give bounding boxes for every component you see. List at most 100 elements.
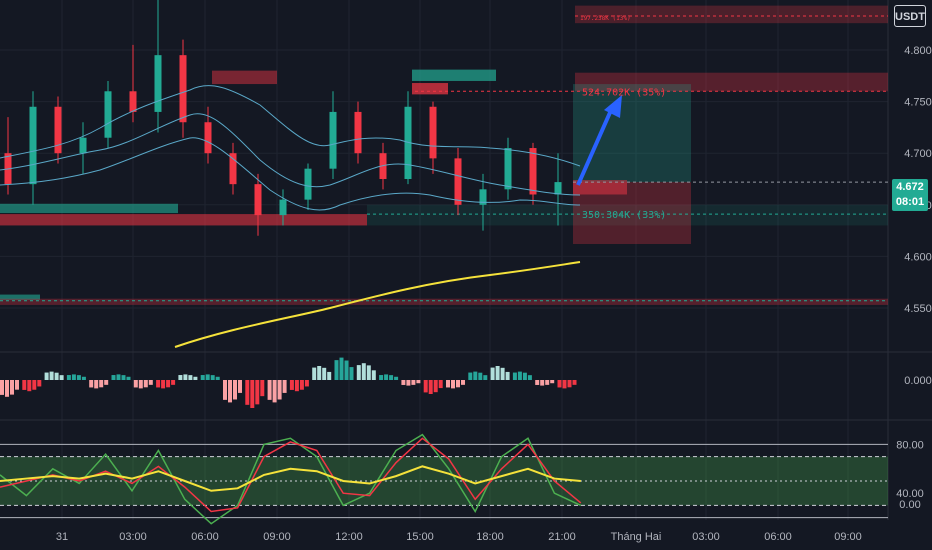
hist-bar (512, 372, 517, 380)
candle-body (529, 148, 537, 195)
hist-bar (188, 375, 193, 380)
top-supply-zone (575, 5, 888, 24)
hist-bar (500, 367, 505, 380)
candle-body (554, 182, 562, 195)
hist-bar (379, 375, 384, 380)
candle-body (154, 55, 162, 112)
hist-bar (5, 380, 9, 397)
hist-bar (473, 371, 478, 380)
lower-band (0, 137, 581, 211)
osc-band (0, 456, 888, 506)
hist-bar (59, 375, 64, 380)
candle-body (79, 137, 87, 154)
y-tick-label: 4.550 (904, 303, 932, 315)
hist-bar (478, 372, 483, 380)
hist-bar (121, 375, 126, 380)
x-tick-label: 18:00 (476, 531, 504, 543)
hist-bar (317, 366, 322, 380)
hist-bar (327, 371, 332, 380)
hist-bar (223, 380, 227, 400)
hist-bar (104, 380, 109, 385)
hist-bar (143, 380, 148, 388)
candles (4, 0, 562, 236)
hist-bar (49, 371, 54, 380)
position-profit-zone (573, 84, 691, 183)
hist-bar (495, 366, 500, 380)
osc-rsi-line (0, 465, 581, 492)
y-tick-label: 4.600 (904, 251, 932, 263)
candle-body (104, 91, 112, 138)
hist-bar (171, 380, 176, 385)
middle-band (0, 113, 581, 196)
hist-bar (205, 374, 210, 380)
zones (0, 5, 888, 305)
hist-bar (540, 380, 545, 386)
last-price-label: 4.672 (896, 181, 924, 193)
hist-bar (15, 380, 19, 390)
axes: 31 03:00 06:00 09:00 12:00 15:00 18:00 21:00 Thá… (56, 45, 932, 543)
candle-body (404, 106, 412, 179)
hist-bar (339, 357, 344, 380)
hist-bar (389, 375, 394, 380)
trend-arrow (576, 107, 614, 186)
resistance-zone (575, 72, 888, 92)
hist-bar (468, 372, 473, 380)
hist-bar (260, 380, 265, 397)
hist-bar (401, 380, 406, 385)
hist-bar (32, 380, 37, 390)
candle-body (454, 158, 462, 205)
x-tick-label: Tháng Hai (611, 531, 662, 543)
hist-bar (138, 380, 143, 389)
osc-tick-label: 80.00 (896, 439, 924, 451)
hist-bar (71, 374, 76, 380)
osc-tick-label: 40.00 (896, 488, 924, 500)
osc-fast-line (0, 433, 582, 525)
hist-bar (116, 374, 121, 380)
hist-bar (89, 380, 94, 388)
y-tick-label: 4.750 (904, 97, 932, 109)
candle-body (479, 189, 487, 205)
currency-button[interactable]: USDT (894, 5, 926, 27)
hist-bar (22, 380, 27, 390)
hist-bar (210, 375, 215, 380)
entry-block (573, 180, 627, 195)
candle-body (254, 184, 262, 216)
hist-bar (527, 375, 532, 380)
countdown-label: 08:01 (895, 196, 925, 208)
hist-bar (416, 380, 421, 384)
x-tick-label: 06:00 (191, 531, 219, 543)
hist-bar (557, 380, 562, 388)
hist-bar (322, 367, 327, 380)
hist-bar (183, 374, 188, 380)
candle-body (429, 106, 437, 159)
hist-bar (483, 375, 488, 380)
hist-bar (255, 380, 260, 405)
hist-bar (456, 380, 460, 388)
hist-bar (0, 380, 4, 395)
hist-bar (361, 363, 366, 380)
candle-body (329, 111, 337, 169)
hist-bar (356, 365, 361, 380)
x-tick-label: 06:00 (764, 531, 792, 543)
hist-bar (289, 380, 294, 390)
x-tick-label: 31 (56, 531, 68, 543)
candle-body (279, 199, 287, 216)
x-tick-label: 15:00 (406, 531, 434, 543)
annotations: 524.702K (35%) 350.304K (33%) 197.238K (13… (576, 15, 666, 221)
x-tick-label: 09:00 (834, 531, 862, 543)
hist-bar (193, 376, 198, 380)
hist-bar (535, 380, 540, 385)
hist-bar (272, 380, 277, 403)
x-tick-label: 03:00 (119, 531, 147, 543)
candle-body (229, 153, 237, 185)
histogram-panel (0, 357, 577, 408)
hist-bar (178, 375, 183, 380)
hist-bar (567, 380, 572, 388)
volume-annotation: 350.304K (33%) (582, 210, 666, 221)
hist-bar (81, 376, 86, 380)
hist-bar (545, 380, 550, 385)
hist-bar (522, 372, 527, 380)
hist-bar (54, 372, 59, 380)
last-price-tag: 4.672 08:01 (892, 179, 928, 211)
